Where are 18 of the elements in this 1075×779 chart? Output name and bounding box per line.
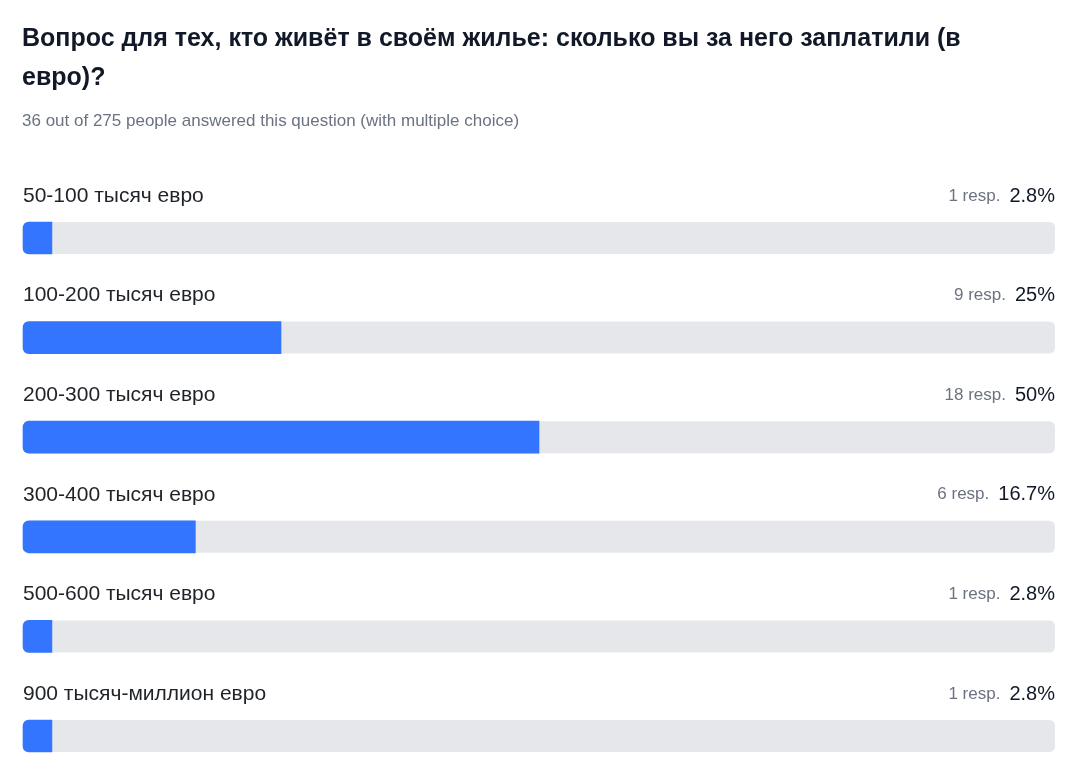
chart-title: Вопрос для тех, кто живёт в своём жилье: сколько вы за него заплатили (в евро)?: [22, 22, 962, 92]
data-label: 1 resp. 2.8%: [948, 581, 1056, 604]
y-tick-label: 200-300 тысяч евро: [23, 382, 216, 405]
data-label: 18 resp. 50%: [944, 382, 1056, 405]
bar: [22, 719, 53, 753]
bar: [22, 620, 53, 653]
y-tick-label: 900 тысяч-миллион евро: [23, 680, 267, 704]
data-label: 6 resp. 16.7%: [937, 482, 1056, 505]
data-label: 9 resp. 25%: [954, 283, 1056, 306]
bar: [22, 221, 53, 255]
data-label: 1 resp. 2.8%: [948, 183, 1056, 206]
data-label: 1 resp. 2.8%: [948, 681, 1056, 704]
y-tick-label: 100-200 тысяч евро: [23, 282, 216, 306]
y-tick-label: 50-100 тысяч евро: [23, 182, 204, 206]
bar: [22, 520, 196, 554]
y-tick-label: 300-400 тысяч евро: [23, 481, 216, 505]
y-tick-label: 500-600 тысяч евро: [23, 581, 216, 605]
chart-subtitle: 36 out of 275 people answered this question (with multiple choice): [22, 111, 520, 131]
